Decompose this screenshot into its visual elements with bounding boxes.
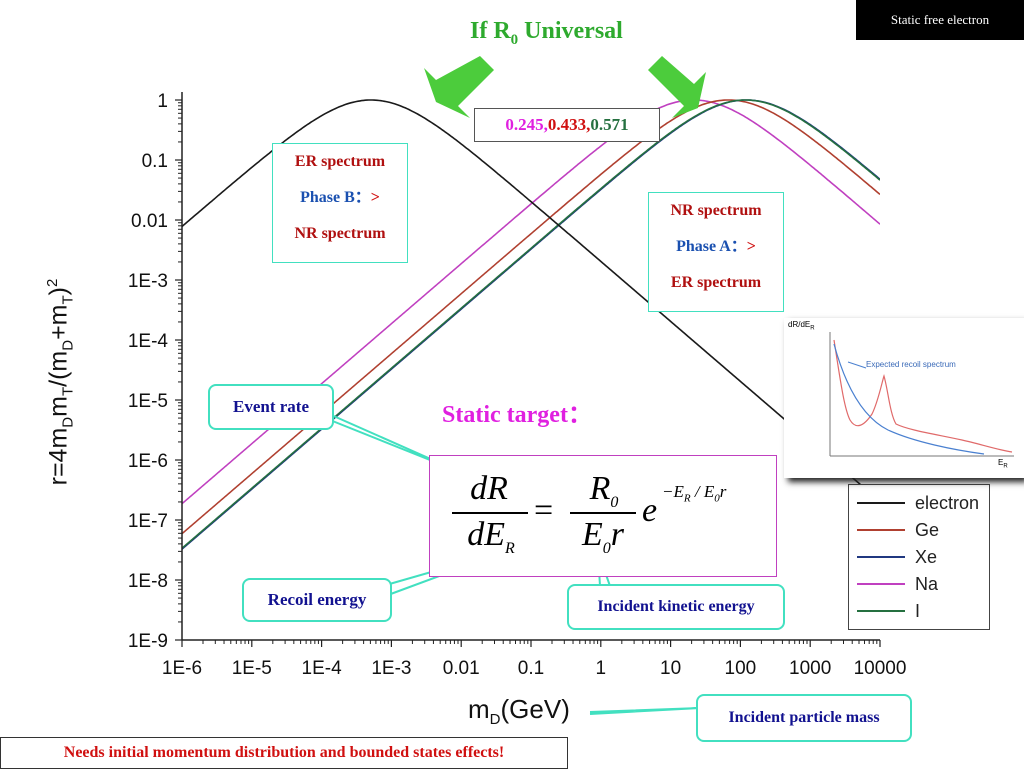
x-tick-label: 1 (596, 658, 607, 679)
series-line-electron (182, 99, 880, 502)
mass-pointer (589, 707, 701, 715)
nr-spectrum-box: NR spectrum Phase A：> ER spectrum (648, 192, 784, 312)
x-axis-label: mD(GeV) (468, 694, 570, 729)
formula-E0r: E0r (581, 516, 624, 557)
arrow-right-icon (648, 56, 706, 118)
y-tick-label: 1E-6 (128, 451, 168, 472)
legend-label: Xe (915, 546, 938, 567)
y-tick-label: 1E-5 (128, 391, 168, 412)
incident-kinetic-callout: Incident kinetic energy (567, 584, 785, 630)
formula-R0: R0 (589, 470, 619, 511)
y-tick-label: 1E-9 (128, 631, 168, 652)
incident-mass-callout: Incident particle mass (696, 694, 912, 742)
x-tick-label: 10 (660, 658, 681, 679)
headline: If R0 Universal (470, 18, 623, 48)
ratio-i: 0.571 (590, 115, 629, 134)
formula-dR: dR (470, 470, 508, 507)
er-line3: NR spectrum (294, 225, 386, 242)
static-target-label: Static target： (442, 402, 592, 428)
legend-item-na: Na (857, 572, 938, 596)
y-tick-label: 1E-3 (128, 271, 168, 292)
ratio-ge: 0.433, (547, 115, 591, 134)
legend-swatch (857, 502, 905, 504)
x-tick-label: 1E-6 (162, 658, 202, 679)
arrow-left-icon (424, 56, 494, 118)
formula-dE: dER (467, 516, 515, 557)
chart-legend: electron Ge Xe Na I (848, 484, 990, 630)
recoil-energy-callout: Recoil energy (242, 578, 392, 622)
ratio-values: 0.245, 0.433, 0.571 (474, 108, 660, 142)
er-line1: ER spectrum (294, 153, 386, 170)
rate-formula: dR dER = R0 E0r e −ER / E0r (429, 455, 777, 577)
inset-measured-curve (833, 339, 1013, 453)
legend-swatch (857, 583, 905, 585)
formula-exponent: −ER / E0r (662, 482, 727, 505)
x-tick-label: 1000 (789, 658, 831, 679)
y-axis-label: r=4mDmT/(mD+mT)2 (44, 278, 77, 486)
legend-swatch (857, 556, 905, 558)
y-tick-label: 1E-4 (128, 331, 169, 352)
er-spectrum-box: ER spectrum Phase B：> NR spectrum (272, 143, 408, 263)
nr-line1: NR spectrum (670, 202, 762, 219)
title-badge: Static free electron (856, 0, 1024, 40)
footer-note: Needs initial momentum distribution and … (0, 737, 568, 769)
legend-swatch (857, 610, 905, 612)
legend-label: electron (915, 492, 980, 513)
x-tick-label: 1E-5 (232, 658, 272, 679)
y-tick-label: 0.01 (131, 211, 168, 232)
legend-item-electron: electron (857, 491, 979, 515)
x-tick-label: 100 (725, 658, 757, 679)
er-line2: Phase B：> (300, 189, 380, 206)
inset-xlabel: ER (998, 458, 1008, 470)
y-tick-label: 1E-8 (128, 571, 168, 592)
series-line-ge (182, 99, 880, 535)
inset-recoil-spectrum: dR/dER ER Expected recoil spectrum (784, 318, 1024, 478)
y-tick-label: 0.1 (142, 151, 168, 172)
legend-item-i: I (857, 599, 920, 623)
nr-line3: ER spectrum (670, 274, 762, 291)
legend-swatch (857, 529, 905, 531)
legend-item-ge: Ge (857, 518, 939, 542)
x-tick-label: 0.01 (443, 658, 480, 679)
inset-ylabel: dR/dER (788, 320, 815, 332)
inset-expected-curve (833, 343, 985, 455)
x-tick-label: 1E-3 (371, 658, 411, 679)
y-tick-label: 1 (157, 91, 168, 112)
series-line-i (182, 99, 880, 549)
legend-label: I (915, 600, 921, 621)
event-rate-callout: Event rate (208, 384, 334, 430)
legend-label: Ge (915, 519, 940, 540)
nr-line2: Phase A：> (676, 238, 756, 255)
x-tick-label: 10000 (854, 658, 907, 679)
x-tick-label: 1E-4 (302, 658, 343, 679)
y-tick-label: 1E-7 (128, 511, 168, 532)
inset-curve-label: Expected recoil spectrum (866, 360, 956, 369)
ratio-na: 0.245, (505, 115, 548, 134)
legend-item-xe: Xe (857, 545, 937, 569)
x-tick-label: 0.1 (518, 658, 544, 679)
legend-label: Na (915, 573, 939, 594)
inset-plot (829, 332, 1014, 457)
